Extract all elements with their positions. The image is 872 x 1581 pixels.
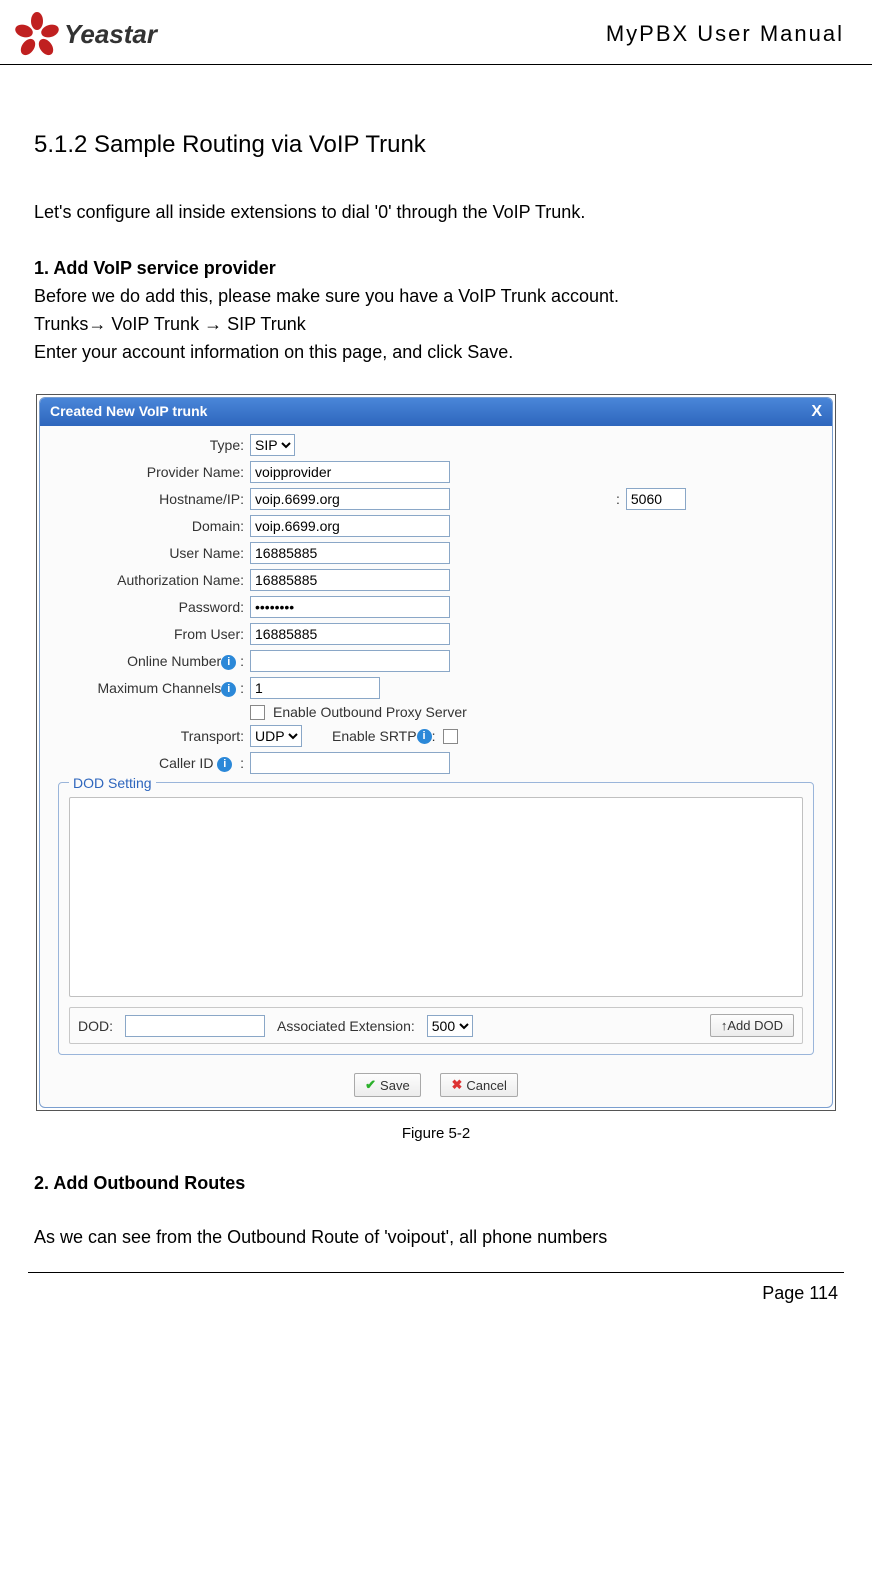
info-icon[interactable]: i: [217, 757, 232, 772]
logo-text: Yeastar: [64, 19, 157, 50]
section-heading: 5.1.2 Sample Routing via VoIP Trunk: [34, 131, 838, 159]
dialog-buttons: ✔ Save ✖ Cancel: [40, 1065, 832, 1107]
dialog-title-text: Created New VoIP trunk: [50, 403, 207, 421]
label-caller-id: Caller ID i :: [40, 755, 250, 772]
page-header: Yeastar MyPBX User Manual: [0, 0, 872, 65]
user-name-input[interactable]: [250, 542, 450, 564]
info-icon[interactable]: i: [221, 682, 236, 697]
dod-setting-fieldset: DOD Setting DOD: Associated Extension: 5…: [58, 782, 814, 1055]
authorization-name-input[interactable]: [250, 569, 450, 591]
cross-icon: ✖: [451, 1077, 462, 1093]
label-hostname: Hostname/IP:: [40, 491, 250, 507]
step1-line3: Enter your account information on this p…: [34, 339, 838, 367]
maximum-channels-input[interactable]: [250, 677, 380, 699]
label-from-user: From User:: [40, 626, 250, 642]
dialog-form: Type: SIP Provider Name: Hostname/IP: :: [40, 434, 832, 774]
hostname-input[interactable]: [250, 488, 450, 510]
enable-outbound-proxy-checkbox[interactable]: [250, 705, 265, 720]
close-icon[interactable]: X: [811, 403, 822, 421]
step2-title: 2. Add Outbound Routes: [34, 1170, 838, 1198]
step1-line1: Before we do add this, please make sure …: [34, 283, 838, 311]
provider-name-input[interactable]: [250, 461, 450, 483]
label-type: Type:: [40, 437, 250, 453]
dod-add-row: DOD: Associated Extension: 500 ↑Add DOD: [69, 1007, 803, 1044]
logo: Yeastar: [16, 12, 157, 56]
info-icon[interactable]: i: [221, 655, 236, 670]
label-dod: DOD:: [78, 1018, 113, 1034]
info-icon[interactable]: i: [417, 729, 432, 744]
dod-listbox[interactable]: [69, 797, 803, 997]
doc-title: MyPBX User Manual: [606, 21, 844, 47]
label-enable-srtp: Enable SRTP: [332, 728, 417, 744]
step1-line2: Trunks→ VoIP Trunk → SIP Trunk: [34, 311, 838, 339]
logo-flower-icon: [16, 12, 60, 56]
password-input[interactable]: [250, 596, 450, 618]
label-authorization-name: Authorization Name:: [40, 572, 250, 588]
type-select[interactable]: SIP: [250, 434, 295, 456]
label-provider-name: Provider Name:: [40, 464, 250, 480]
caller-id-input[interactable]: [250, 752, 450, 774]
add-dod-button[interactable]: ↑Add DOD: [710, 1014, 794, 1037]
save-button[interactable]: ✔ Save: [354, 1073, 421, 1097]
page-content: 5.1.2 Sample Routing via VoIP Trunk Let'…: [0, 65, 872, 1252]
port-separator: :: [616, 491, 620, 507]
label-enable-outbound-proxy: Enable Outbound Proxy Server: [273, 704, 467, 720]
label-maximum-channels: Maximum Channelsi :: [40, 680, 250, 697]
associated-extension-select[interactable]: 500: [427, 1015, 473, 1037]
enable-srtp-checkbox[interactable]: [443, 729, 458, 744]
page-number: Page 114: [762, 1283, 838, 1303]
step2-line1: As we can see from the Outbound Route of…: [34, 1224, 838, 1252]
figure-screenshot: Created New VoIP trunk X Type: SIP Provi…: [36, 394, 836, 1111]
port-input[interactable]: [626, 488, 686, 510]
label-user-name: User Name:: [40, 545, 250, 561]
label-domain: Domain:: [40, 518, 250, 534]
figure-caption: Figure 5-2: [34, 1125, 838, 1142]
dod-input[interactable]: [125, 1015, 265, 1037]
label-online-number: Online Numberi :: [40, 653, 250, 670]
label-password: Password:: [40, 599, 250, 615]
online-number-input[interactable]: [250, 650, 450, 672]
transport-select[interactable]: UDP: [250, 725, 302, 747]
label-associated-extension: Associated Extension:: [277, 1018, 415, 1034]
voip-trunk-dialog: Created New VoIP trunk X Type: SIP Provi…: [39, 397, 833, 1108]
intro-paragraph: Let's configure all inside extensions to…: [34, 199, 838, 227]
dod-setting-legend: DOD Setting: [69, 775, 156, 791]
cancel-button[interactable]: ✖ Cancel: [440, 1073, 517, 1097]
from-user-input[interactable]: [250, 623, 450, 645]
step1-title: 1. Add VoIP service provider: [34, 255, 838, 283]
page-footer: Page 114: [28, 1272, 844, 1328]
dialog-titlebar: Created New VoIP trunk X: [40, 398, 832, 426]
label-transport: Transport:: [40, 728, 250, 744]
domain-input[interactable]: [250, 515, 450, 537]
check-icon: ✔: [365, 1077, 376, 1093]
